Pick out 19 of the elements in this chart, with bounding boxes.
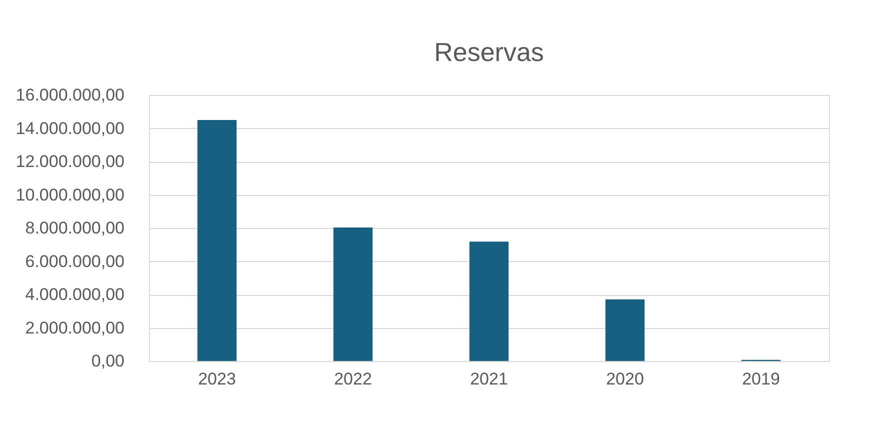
y-tick-label: 0,00 [91,352,124,370]
chart-title: Reservas [434,37,544,67]
bar [605,299,645,361]
bar [469,242,509,361]
x-tick-label: 2023 [198,370,236,388]
y-tick-label: 2.000.000,00 [25,318,124,338]
y-tick-label: 4.000.000,00 [25,285,124,304]
y-tick-label: 14.000.000,00 [16,118,124,138]
bar [333,228,373,361]
x-tick-label: 2020 [606,370,644,388]
bar [197,120,237,361]
y-tick-label: 8.000.000,00 [25,218,124,238]
y-tick-label: 6.000.000,00 [25,252,124,271]
y-tick-label: 12.000.000,00 [16,152,124,171]
y-tick-label: 16.000.000,00 [16,86,124,104]
x-tick-label: 2021 [470,370,508,388]
x-tick-label: 2022 [334,370,372,388]
y-tick-label: 10.000.000,00 [16,185,124,204]
x-tick-label: 2019 [742,370,780,388]
